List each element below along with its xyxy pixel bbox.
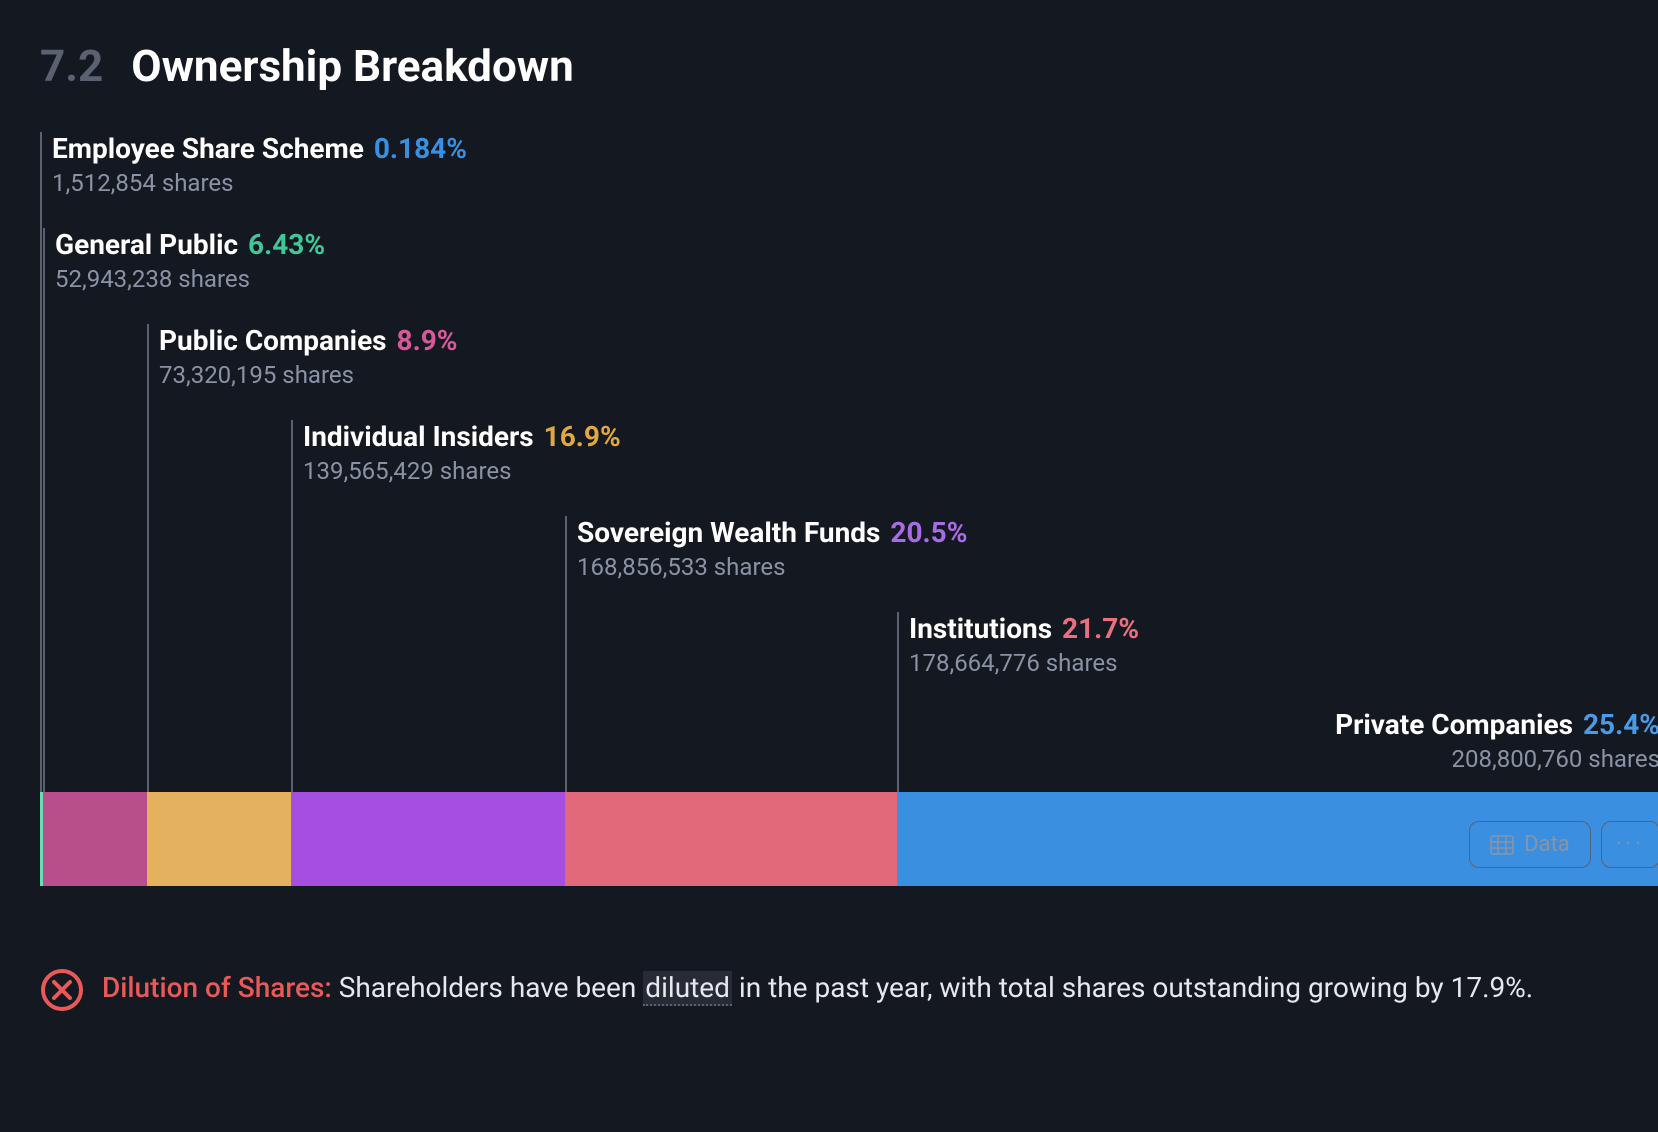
segment-percent: 8.9% bbox=[397, 324, 458, 357]
dilution-note: Dilution of Shares: Shareholders have be… bbox=[40, 966, 1618, 1012]
ownership-breakdown-panel: 7.2 Ownership Breakdown Employee Share S… bbox=[0, 0, 1658, 1132]
more-button[interactable]: ··· bbox=[1601, 821, 1658, 868]
segment-percent: 25.4% bbox=[1583, 708, 1658, 741]
segment-label-institutions: Institutions 21.7% 178,664,776 shares bbox=[897, 612, 1139, 792]
note-text-before: Shareholders have been bbox=[332, 971, 643, 1004]
segment-percent: 0.184% bbox=[374, 132, 467, 165]
segment-name: Institutions bbox=[909, 612, 1052, 645]
bar-segment-general-public[interactable] bbox=[43, 792, 147, 886]
data-button[interactable]: Data bbox=[1469, 821, 1591, 868]
bar-segment-institutions[interactable] bbox=[897, 792, 1248, 886]
segment-shares: 208,800,760 shares bbox=[1335, 745, 1658, 773]
section-number: 7.2 bbox=[40, 40, 103, 92]
segment-name: Employee Share Scheme bbox=[52, 132, 364, 165]
segment-name: Individual Insiders bbox=[303, 420, 534, 453]
section-title: Ownership Breakdown bbox=[131, 40, 574, 92]
segment-shares: 168,856,533 shares bbox=[577, 553, 967, 581]
bar-segment-public-companies[interactable] bbox=[147, 792, 291, 886]
segment-label-private-companies: Private Companies 25.4% 208,800,760 share… bbox=[1335, 708, 1658, 773]
segment-percent: 16.9% bbox=[544, 420, 621, 453]
segment-shares: 1,512,854 shares bbox=[52, 169, 467, 197]
segment-name: Sovereign Wealth Funds bbox=[577, 516, 880, 549]
segment-percent: 20.5% bbox=[890, 516, 967, 549]
stacked-bar bbox=[40, 792, 1658, 886]
note-text: Dilution of Shares: Shareholders have be… bbox=[102, 966, 1533, 1009]
bar-segment-individual-insiders[interactable] bbox=[291, 792, 565, 886]
bar-segment-sovereign-wealth-funds[interactable] bbox=[565, 792, 897, 886]
segment-shares: 139,565,429 shares bbox=[303, 457, 621, 485]
note-term-diluted[interactable]: diluted bbox=[643, 971, 732, 1006]
chart-toolbar: Data ··· bbox=[1469, 821, 1658, 868]
segment-shares: 73,320,195 shares bbox=[159, 361, 458, 389]
segment-percent: 21.7% bbox=[1062, 612, 1139, 645]
section-header: 7.2 Ownership Breakdown bbox=[40, 40, 1618, 92]
table-icon bbox=[1490, 835, 1514, 855]
note-label: Dilution of Shares: bbox=[102, 971, 332, 1004]
segment-shares: 178,664,776 shares bbox=[909, 649, 1139, 677]
note-text-after: in the past year, with total shares outs… bbox=[732, 971, 1533, 1004]
segment-shares: 52,943,238 shares bbox=[55, 265, 325, 293]
alert-circle-x-icon bbox=[40, 968, 84, 1012]
segment-name: Public Companies bbox=[159, 324, 387, 357]
ownership-chart: Employee Share Scheme 0.184% 1,512,854 sh… bbox=[40, 132, 1658, 886]
chart-labels-area: Employee Share Scheme 0.184% 1,512,854 sh… bbox=[40, 132, 1658, 792]
ellipsis-icon: ··· bbox=[1616, 834, 1645, 856]
data-button-label: Data bbox=[1524, 832, 1570, 857]
segment-name: Private Companies bbox=[1335, 708, 1573, 741]
segment-name: General Public bbox=[55, 228, 238, 261]
segment-percent: 6.43% bbox=[248, 228, 325, 261]
